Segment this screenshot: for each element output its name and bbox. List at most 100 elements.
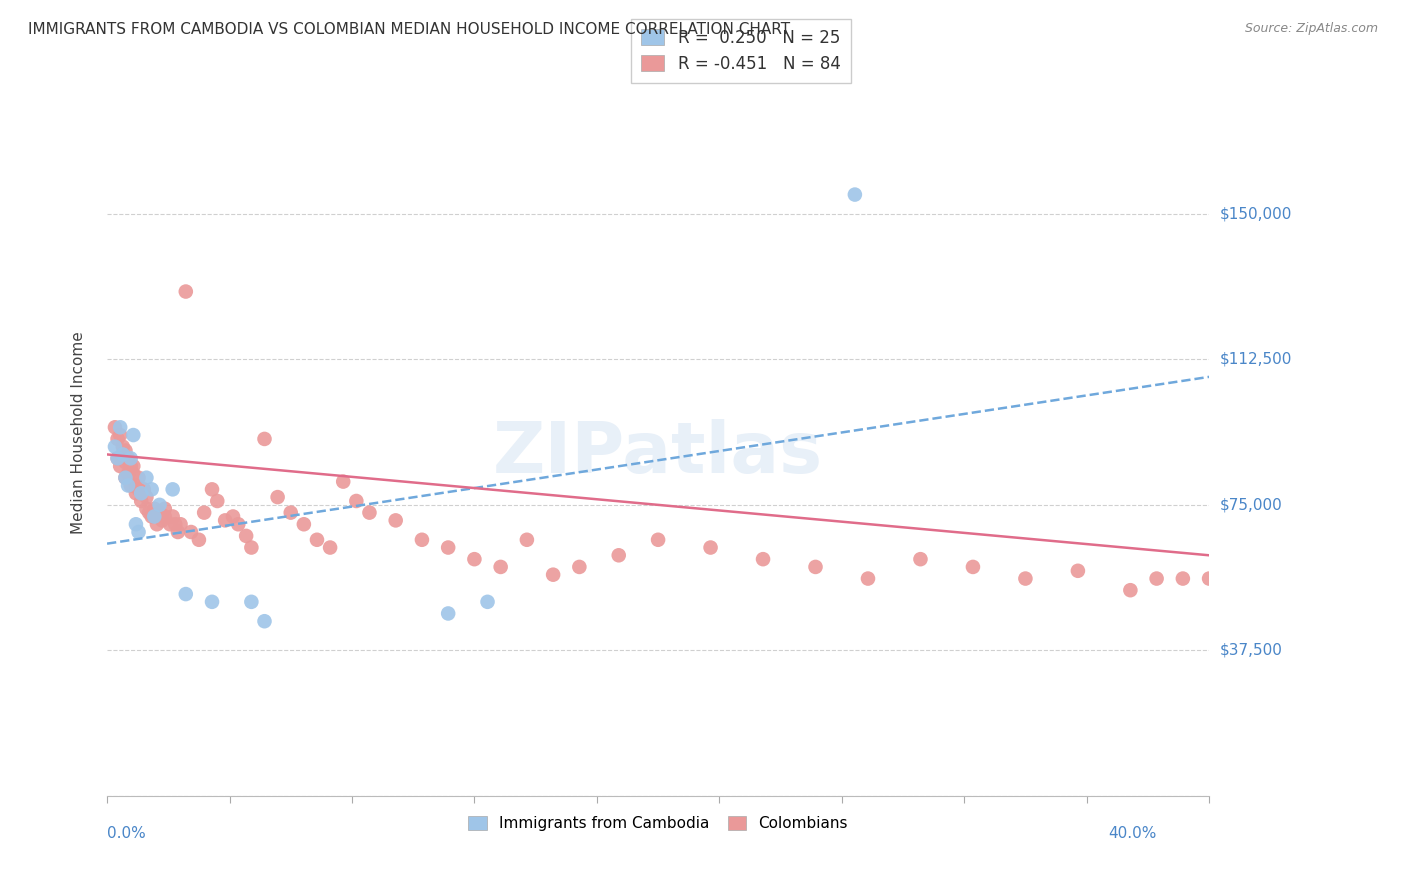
Text: $150,000: $150,000 — [1220, 206, 1292, 221]
Point — [844, 187, 866, 202]
Point — [169, 517, 191, 532]
Point — [1237, 649, 1260, 664]
Point — [201, 483, 224, 497]
Point — [240, 541, 263, 555]
Point — [174, 587, 197, 601]
Point — [201, 595, 224, 609]
Point — [437, 607, 460, 621]
Point — [804, 560, 827, 574]
Point — [128, 471, 150, 485]
Point — [122, 467, 145, 481]
Point — [135, 471, 157, 485]
Point — [856, 572, 879, 586]
Point — [141, 483, 163, 497]
Point — [108, 459, 131, 474]
Point — [1119, 583, 1142, 598]
Point — [222, 509, 245, 524]
Point — [143, 509, 166, 524]
Point — [437, 541, 460, 555]
Point — [910, 552, 932, 566]
Point — [516, 533, 538, 547]
Point — [132, 483, 155, 497]
Point — [541, 567, 564, 582]
Point — [120, 478, 142, 492]
Point — [135, 501, 157, 516]
Point — [135, 490, 157, 504]
Point — [344, 494, 367, 508]
Point — [607, 549, 630, 563]
Point — [1014, 572, 1036, 586]
Point — [292, 517, 315, 532]
Point — [253, 432, 276, 446]
Point — [125, 478, 148, 492]
Point — [125, 486, 148, 500]
Point — [962, 560, 984, 574]
Point — [159, 517, 181, 532]
Point — [411, 533, 433, 547]
Point — [1067, 564, 1090, 578]
Point — [187, 533, 209, 547]
Point — [1250, 630, 1272, 644]
Point — [120, 459, 142, 474]
Point — [174, 285, 197, 299]
Text: IMMIGRANTS FROM CAMBODIA VS COLOMBIAN MEDIAN HOUSEHOLD INCOME CORRELATION CHART: IMMIGRANTS FROM CAMBODIA VS COLOMBIAN ME… — [28, 22, 790, 37]
Point — [1171, 572, 1194, 586]
Point — [162, 509, 184, 524]
Point — [117, 467, 139, 481]
Point — [332, 475, 354, 489]
Point — [114, 471, 136, 485]
Point — [162, 483, 184, 497]
Text: $112,500: $112,500 — [1220, 352, 1292, 367]
Point — [129, 494, 152, 508]
Point — [125, 517, 148, 532]
Point — [141, 509, 163, 524]
Point — [122, 459, 145, 474]
Point — [122, 428, 145, 442]
Point — [107, 451, 129, 466]
Point — [165, 517, 187, 532]
Point — [235, 529, 257, 543]
Point — [153, 509, 176, 524]
Point — [207, 494, 229, 508]
Point — [226, 517, 249, 532]
Point — [108, 428, 131, 442]
Point — [117, 451, 139, 466]
Point — [214, 513, 236, 527]
Text: $75,000: $75,000 — [1220, 498, 1282, 512]
Point — [240, 595, 263, 609]
Point — [129, 486, 152, 500]
Point — [107, 432, 129, 446]
Point — [128, 524, 150, 539]
Point — [167, 524, 190, 539]
Point — [253, 614, 276, 628]
Point — [120, 451, 142, 466]
Text: 0.0%: 0.0% — [107, 826, 146, 841]
Point — [108, 420, 131, 434]
Point — [111, 447, 134, 461]
Point — [104, 420, 127, 434]
Point — [111, 440, 134, 454]
Point — [104, 440, 127, 454]
Point — [146, 517, 169, 532]
Point — [114, 471, 136, 485]
Point — [305, 533, 328, 547]
Point — [117, 478, 139, 492]
Text: 40.0%: 40.0% — [1108, 826, 1157, 841]
Point — [647, 533, 669, 547]
Text: $37,500: $37,500 — [1220, 643, 1284, 657]
Point — [752, 552, 775, 566]
Point — [128, 483, 150, 497]
Point — [477, 595, 499, 609]
Point — [359, 506, 381, 520]
Point — [180, 524, 202, 539]
Point — [111, 447, 134, 461]
Point — [107, 451, 129, 466]
Point — [193, 506, 215, 520]
Point — [1198, 572, 1220, 586]
Point — [1225, 641, 1247, 656]
Point — [266, 490, 288, 504]
Text: ZIPatlas: ZIPatlas — [494, 419, 823, 489]
Point — [138, 506, 160, 520]
Text: Source: ZipAtlas.com: Source: ZipAtlas.com — [1244, 22, 1378, 36]
Point — [384, 513, 406, 527]
